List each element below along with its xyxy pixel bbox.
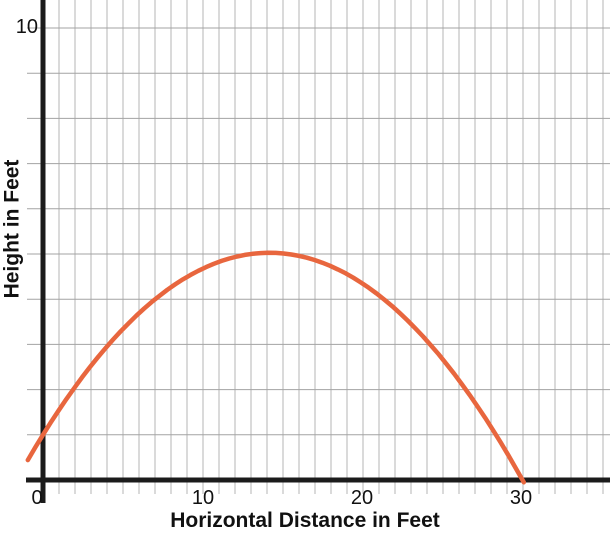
trajectory-curve xyxy=(25,250,527,485)
x-axis-tick-label-0: 0 xyxy=(31,487,43,509)
y-axis-title: Height in Feet xyxy=(0,159,24,299)
x-axis-tick-label-30: 30 xyxy=(509,487,533,509)
y-axis-tick-label-10: 10 xyxy=(15,16,38,38)
x-axis-tick-label-10: 10 xyxy=(191,487,215,509)
x-axis-tick-label-20: 20 xyxy=(350,487,374,509)
x-axis-title: Horizontal Distance in Feet xyxy=(170,509,440,532)
